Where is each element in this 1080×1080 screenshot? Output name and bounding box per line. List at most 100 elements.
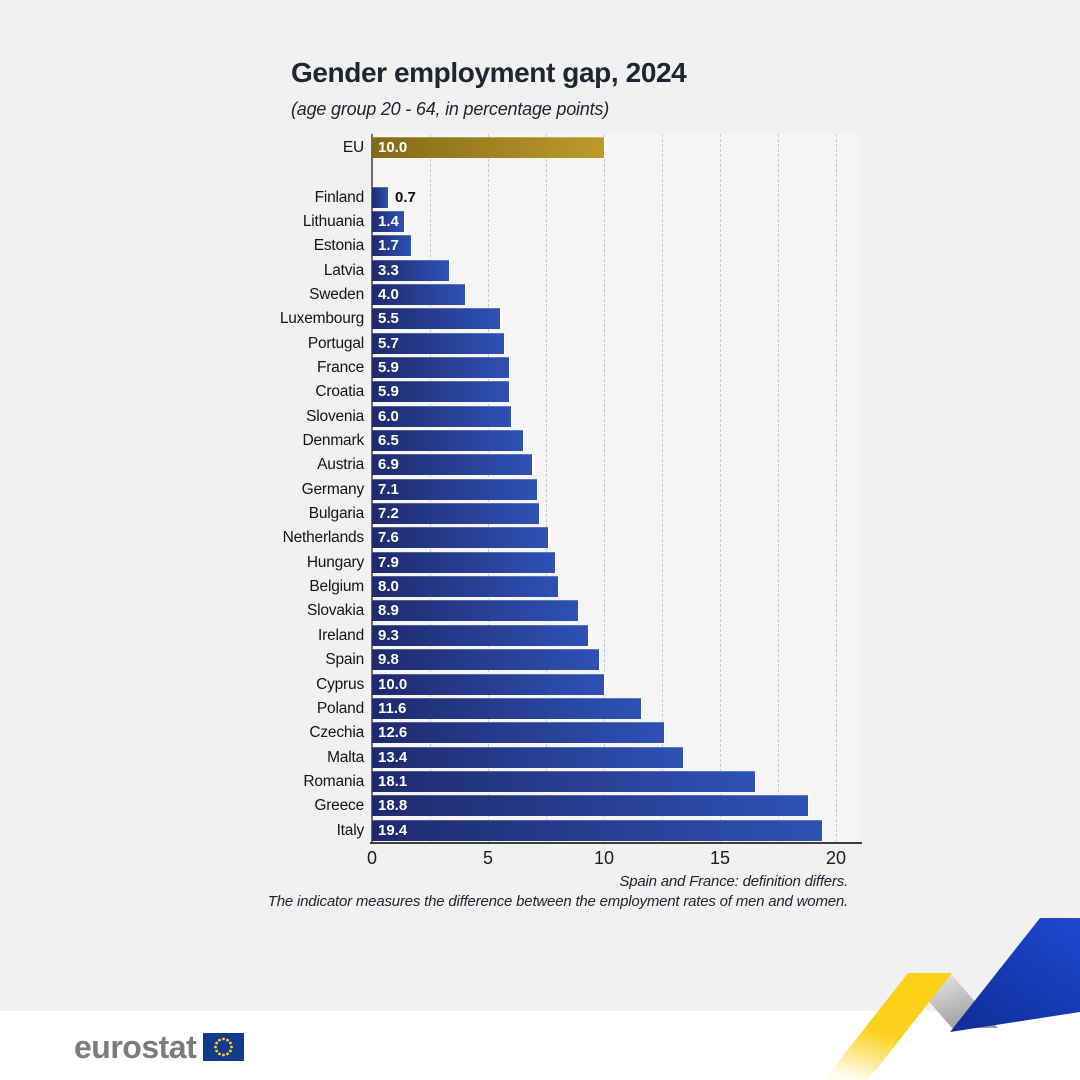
country-label: Austria bbox=[317, 456, 364, 474]
bar-row: Cyprus 10.0 bbox=[0, 673, 1080, 695]
bar-row: Luxembourg 5.5 bbox=[0, 308, 1080, 330]
bar-value: 9.8 bbox=[378, 651, 399, 669]
country-bar: 3.3 bbox=[372, 259, 450, 281]
country-label: Italy bbox=[336, 821, 365, 839]
bar-row: Latvia 3.3 bbox=[0, 259, 1080, 281]
country-bar: 19.4 bbox=[372, 819, 823, 841]
bar-row: Belgium 8.0 bbox=[0, 576, 1080, 598]
bar-row: Bulgaria 7.2 bbox=[0, 503, 1080, 525]
eurostat-logo-text: eurostat bbox=[74, 1029, 197, 1065]
bar-value: 4.0 bbox=[378, 285, 399, 303]
country-bar: 13.4 bbox=[372, 746, 684, 768]
bar-value: 5.9 bbox=[378, 383, 399, 401]
country-bar bbox=[372, 186, 389, 208]
bar-row: Croatia 5.9 bbox=[0, 381, 1080, 403]
bar-row: Lithuania 1.4 bbox=[0, 210, 1080, 232]
eu-row: EU 10.0 bbox=[0, 137, 1080, 158]
gridline bbox=[604, 134, 605, 842]
country-label: Ireland bbox=[318, 626, 364, 644]
bar-value: 18.8 bbox=[378, 797, 408, 815]
bar-value: 7.1 bbox=[378, 480, 399, 498]
country-label: Estonia bbox=[313, 237, 365, 255]
eurostat-logo: eurostat bbox=[74, 1028, 245, 1066]
bar-row: Austria 6.9 bbox=[0, 454, 1080, 476]
country-bar: 9.8 bbox=[372, 649, 600, 671]
bar-value: 11.6 bbox=[378, 699, 407, 717]
bar-value: 13.4 bbox=[378, 748, 408, 766]
bar-value: 6.0 bbox=[378, 407, 399, 425]
bar-row: Netherlands 7.6 bbox=[0, 527, 1080, 549]
bar-row: Estonia 1.7 bbox=[0, 235, 1080, 257]
bar-row: Denmark 6.5 bbox=[0, 430, 1080, 451]
x-tick-label: 10 bbox=[593, 848, 615, 868]
country-bar: 7.9 bbox=[372, 551, 556, 573]
country-bar: 18.8 bbox=[372, 795, 809, 817]
bar-row: Germany 7.1 bbox=[0, 478, 1080, 500]
country-bar: 5.5 bbox=[372, 308, 501, 330]
country-label: Sweden bbox=[309, 285, 364, 303]
x-axis-line bbox=[370, 842, 862, 844]
country-label: Luxembourg bbox=[279, 310, 364, 328]
bar-row: Slovakia 8.9 bbox=[0, 600, 1080, 622]
bar-value: 3.3 bbox=[378, 261, 399, 279]
country-label: Latvia bbox=[323, 261, 364, 279]
country-label: Croatia bbox=[315, 383, 364, 401]
country-label: Belgium bbox=[309, 578, 364, 596]
country-bar: 5.9 bbox=[372, 356, 510, 378]
bar-value: 12.6 bbox=[378, 724, 408, 742]
bar-row: Greece 18.8 bbox=[0, 795, 1080, 817]
country-label: Slovenia bbox=[306, 407, 364, 425]
bar-value: 8.0 bbox=[378, 578, 399, 596]
ribbon-blue-segment bbox=[950, 918, 1080, 1032]
bar-value: 9.3 bbox=[378, 626, 399, 644]
bar-value: 10.0 bbox=[378, 675, 408, 693]
bar-value: 6.5 bbox=[378, 432, 399, 449]
bar-value: 7.6 bbox=[378, 529, 399, 547]
country-bar: 7.2 bbox=[372, 503, 540, 525]
country-bar: 18.1 bbox=[372, 770, 756, 792]
eu-label: EU bbox=[342, 139, 364, 156]
country-bar: 7.6 bbox=[372, 527, 549, 549]
bar-value: 19.4 bbox=[378, 821, 408, 839]
bar-row: Czechia 12.6 bbox=[0, 722, 1080, 744]
eu-bar-value: 10.0 bbox=[378, 139, 408, 156]
country-bar: 10.0 bbox=[372, 673, 605, 695]
x-tick-label: 20 bbox=[825, 848, 847, 868]
country-label: Poland bbox=[316, 699, 364, 717]
bar-row: Slovenia 6.0 bbox=[0, 405, 1080, 427]
country-bar: 9.3 bbox=[372, 624, 589, 646]
country-bar: 8.0 bbox=[372, 576, 559, 598]
bar-value: 5.9 bbox=[378, 358, 399, 376]
country-label: Czechia bbox=[309, 724, 364, 742]
bar-value: 0.7 bbox=[395, 188, 416, 206]
bar-row: Hungary 7.9 bbox=[0, 551, 1080, 573]
ribbon-decoration bbox=[824, 918, 1080, 1080]
bar-row: Finland 0.7 bbox=[0, 186, 1080, 208]
country-bar: 5.7 bbox=[372, 332, 505, 354]
x-tick-label: 5 bbox=[482, 848, 493, 868]
country-label: France bbox=[316, 358, 364, 376]
country-bar: 6.9 bbox=[372, 454, 533, 476]
chart-subtitle: (age group 20 - 64, in percentage points… bbox=[291, 99, 610, 119]
bar-row: Poland 11.6 bbox=[0, 697, 1080, 719]
bar-row: Spain 9.8 bbox=[0, 649, 1080, 671]
country-bar: 5.9 bbox=[372, 381, 510, 403]
bar-row: Ireland 9.3 bbox=[0, 624, 1080, 646]
gridline bbox=[546, 134, 547, 842]
bar-value: 5.5 bbox=[378, 310, 399, 328]
footnote-line-1: Spain and France: definition differs. bbox=[619, 873, 848, 890]
country-bar: 4.0 bbox=[372, 283, 466, 305]
bar-value: 6.9 bbox=[378, 456, 399, 474]
gridline bbox=[778, 134, 779, 842]
bar-value: 8.9 bbox=[378, 602, 399, 620]
country-bar: 7.1 bbox=[372, 478, 538, 500]
country-label: Finland bbox=[314, 188, 365, 206]
footnotes: Spain and France: definition differs. Th… bbox=[268, 872, 848, 911]
country-bar: 6.0 bbox=[372, 405, 512, 427]
chart-title: Gender employment gap, 2024 bbox=[291, 57, 687, 88]
bar-row: Sweden 4.0 bbox=[0, 283, 1080, 305]
bar-value: 7.2 bbox=[378, 505, 399, 523]
bar-row: France 5.9 bbox=[0, 356, 1080, 378]
country-label: Slovakia bbox=[307, 602, 364, 620]
